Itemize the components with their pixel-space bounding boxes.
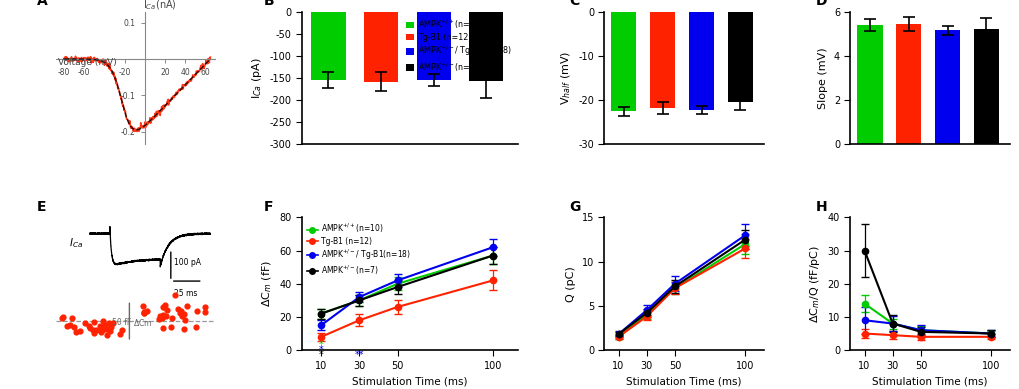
Legend: AMPK$^{+/+}$(n=10), Tg-B1 (n=12), AMPK$^{+/-}$/ Tg-B1(n=18), AMPK$^{+/-}$(n=7): AMPK$^{+/+}$(n=10), Tg-B1 (n=12), AMPK$^… <box>306 221 412 278</box>
Bar <box>469 12 502 81</box>
Bar <box>416 12 450 80</box>
Bar <box>896 24 920 144</box>
Text: Voltage (mV): Voltage (mV) <box>58 58 116 67</box>
Bar <box>934 30 959 144</box>
Text: B: B <box>263 0 274 8</box>
Text: *: * <box>319 350 323 360</box>
Text: G: G <box>569 200 580 214</box>
Text: *: * <box>319 340 323 350</box>
Y-axis label: V$_{half}$ (mV): V$_{half}$ (mV) <box>558 51 572 105</box>
Bar <box>610 12 636 111</box>
Title: I$_{Ca}$(nA): I$_{Ca}$(nA) <box>143 0 176 12</box>
X-axis label: Stimulation Time (ms): Stimulation Time (ms) <box>871 376 987 386</box>
Text: C: C <box>569 0 579 8</box>
Y-axis label: Slope (mV): Slope (mV) <box>817 47 827 109</box>
Text: A: A <box>37 0 48 8</box>
Text: D: D <box>814 0 826 8</box>
Text: H: H <box>814 200 826 214</box>
Text: $I_{Ca}$: $I_{Ca}$ <box>68 237 83 251</box>
Bar <box>649 12 675 108</box>
Bar <box>688 12 713 110</box>
Bar <box>311 12 345 80</box>
Bar <box>856 25 881 144</box>
Text: *: * <box>319 345 323 355</box>
X-axis label: Stimulation Time (ms): Stimulation Time (ms) <box>626 376 741 386</box>
Bar <box>728 12 752 102</box>
Text: 100 pA: 100 pA <box>174 258 201 267</box>
Text: E: E <box>37 200 47 214</box>
Y-axis label: $\Delta$C$_m$/Q (fF/pC): $\Delta$C$_m$/Q (fF/pC) <box>807 245 821 323</box>
Text: 25 ms: 25 ms <box>174 289 198 298</box>
Legend: AMPK$^{+/+}$(n=10), Tg-B1 (n=12), AMPK$^{+/-}$/ Tg-B1(n=18), AMPK$^{+/-}$(n=7): AMPK$^{+/+}$(n=10), Tg-B1 (n=12), AMPK$^… <box>405 16 514 75</box>
Text: **: ** <box>355 350 364 360</box>
Bar <box>973 29 999 144</box>
Bar <box>364 12 397 82</box>
Text: F: F <box>263 200 272 214</box>
X-axis label: Stimulation Time (ms): Stimulation Time (ms) <box>352 376 468 386</box>
Y-axis label: Q (pC): Q (pC) <box>566 266 576 301</box>
Y-axis label: I$_{Ca}$ (pA): I$_{Ca}$ (pA) <box>250 57 264 99</box>
Y-axis label: $\Delta$C$_m$ (fF): $\Delta$C$_m$ (fF) <box>260 260 273 307</box>
